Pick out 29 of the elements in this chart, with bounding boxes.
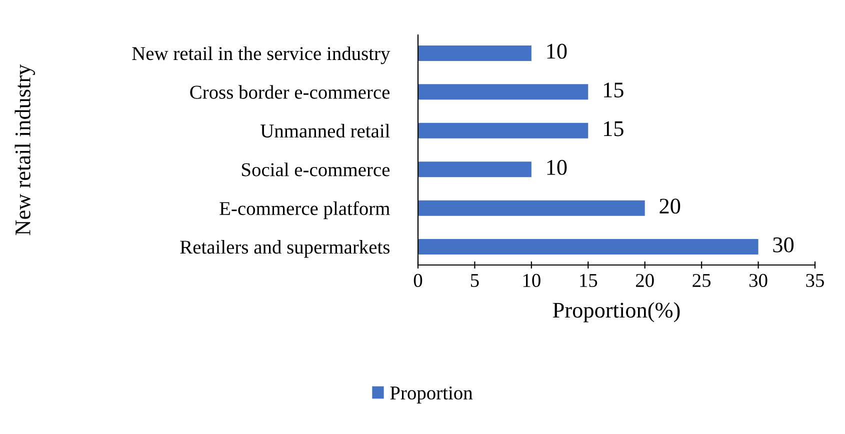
- x-tick-label: 35: [806, 274, 824, 288]
- y-tick-label: E-commerce platform: [220, 201, 390, 220]
- bar: [418, 122, 588, 138]
- bar: [418, 239, 758, 255]
- bar: [418, 200, 645, 216]
- y-tick-label: Retailers and supermarkets: [180, 240, 390, 258]
- x-tick-label: 5: [470, 274, 479, 288]
- x-tick-label: 20: [636, 274, 654, 288]
- data-label: 20: [660, 198, 680, 214]
- data-label: 10: [547, 160, 567, 175]
- x-axis-title: Proportion(%): [552, 302, 680, 322]
- data-label: 15: [604, 82, 624, 98]
- y-tick-label: Cross border e-commerce: [190, 85, 390, 99]
- legend-label: Proportion: [390, 386, 473, 404]
- data-label: 15: [604, 121, 624, 136]
- x-tick-label: 25: [692, 274, 711, 288]
- y-axis-title: New retail industry: [14, 64, 35, 236]
- x-tick-label: 15: [580, 274, 598, 288]
- y-tick-label: Social e-commerce: [242, 162, 390, 176]
- x-tick-label: 30: [749, 274, 768, 288]
- bar: [418, 162, 532, 178]
- y-tick-label: New retail in the service industry: [132, 46, 390, 64]
- data-label: 10: [547, 44, 567, 59]
- x-tick-label: 10: [523, 274, 540, 288]
- y-tick-label: Unmanned retail: [260, 124, 390, 138]
- bar: [418, 84, 588, 100]
- x-tick-label: 0: [414, 274, 422, 288]
- bar: [418, 45, 532, 61]
- data-label: 30: [773, 237, 794, 252]
